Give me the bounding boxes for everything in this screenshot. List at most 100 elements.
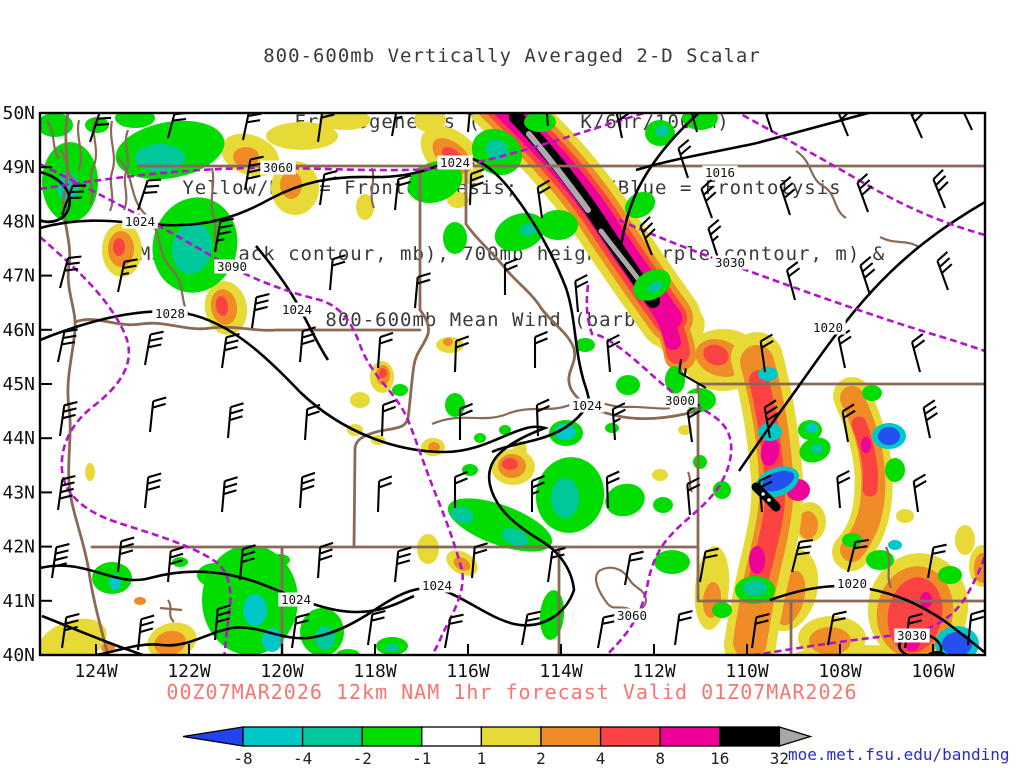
contour-label: 3060 [617, 608, 647, 623]
wind-barb [116, 258, 138, 293]
lat-label: 40N [2, 645, 35, 666]
wind-barb [137, 178, 162, 211]
wind-barb [966, 609, 985, 646]
colorbar-segment [361, 726, 423, 747]
wind-barb [611, 402, 626, 441]
wind-barb [673, 609, 693, 646]
wind-barb [922, 399, 939, 439]
lat-label: 49N [2, 157, 35, 178]
wind-barb [290, 612, 310, 649]
axis-labels: 50N 49N 48N 47N 46N 45N 44N 43N 42N 41N 40N 124W 122… [2, 103, 954, 682]
wind-barb [393, 174, 412, 211]
plot-title-line-1: 800-600mb Vertically Averaged 2-D Scalar [263, 45, 761, 67]
contour-label: 1024 [281, 592, 311, 607]
wind-barb [316, 541, 334, 579]
colorbar-segment [659, 726, 721, 747]
colorbar-tick-label: 2 [536, 749, 546, 768]
wind-barb [50, 542, 70, 579]
wind-barb [61, 184, 87, 216]
wind-barb [615, 113, 631, 139]
wind-barb [536, 179, 551, 219]
wind-barb [846, 538, 870, 573]
wind-barb [468, 168, 485, 206]
wind-barb [148, 396, 167, 433]
wind-barb [316, 113, 335, 143]
colorbar-tick-label: -8 [233, 749, 252, 768]
wind-barb [166, 113, 188, 139]
contour-labels: 1024 1024 1016 1028 1024 1020 1024 1024 1024 1020… [122, 155, 930, 643]
contour-label-chip [712, 255, 748, 270]
lat-label: 43N [2, 482, 35, 503]
contour-label-chip [152, 306, 188, 321]
lon-label: 114W [539, 661, 583, 682]
colorbar-segment [242, 726, 304, 747]
wind-barb [535, 398, 550, 437]
wind-barb [836, 470, 851, 509]
wind-barb [380, 399, 397, 437]
wind-barb [520, 610, 541, 646]
wind-barb [623, 550, 644, 586]
contour-label: 1016 [705, 165, 735, 180]
wind-barb [220, 476, 238, 513]
wind-barb [89, 113, 112, 143]
colorbar-tick-label: -2 [353, 749, 372, 768]
contour-label-chip [894, 628, 930, 643]
wind-barb [453, 470, 468, 508]
colorbar-segment [480, 726, 542, 747]
wind-barb [376, 475, 393, 513]
lon-label: 120W [260, 661, 304, 682]
wind-barb [318, 169, 338, 206]
wind-barb [707, 218, 722, 259]
credit-link[interactable]: moe.met.fsu.edu/banding [788, 745, 1010, 764]
wind-barb [926, 543, 947, 579]
contour-label: 1020 [813, 320, 843, 335]
wind-barb [376, 331, 394, 369]
colorbar: -8 -4 -2 -1 1 2 4 8 16 32 [182, 726, 813, 768]
wind-barb [503, 257, 518, 295]
contour-label-chip [279, 302, 315, 317]
lat-label: 47N [2, 266, 35, 287]
lat-label: 50N [2, 103, 35, 124]
wind-barb [143, 330, 164, 366]
lat-label: 42N [2, 537, 35, 558]
wind-barb [166, 546, 184, 583]
contour-label-chip [122, 214, 158, 229]
wind-barb [390, 113, 403, 137]
wind-barbs-layer [50, 113, 985, 651]
wind-barb [759, 333, 774, 373]
wind-barb [605, 470, 620, 509]
wind-barb [56, 474, 76, 511]
wind-barb [220, 332, 240, 369]
wind-barb [826, 610, 847, 646]
plot-title-line-5: 800-600mb Mean Wind (barb, kt) [325, 309, 699, 331]
wind-barb [690, 113, 699, 133]
contour-label-chip [702, 165, 738, 180]
colorbar-tick-label: -1 [412, 749, 431, 768]
axis-ticks [40, 112, 934, 656]
lat-label: 46N [2, 320, 35, 341]
wind-barb [785, 261, 801, 301]
contour-label: 3030 [715, 255, 745, 270]
wind-barb [56, 328, 78, 363]
colorbar-tick-label: -4 [293, 749, 312, 768]
wind-barb [453, 335, 470, 373]
contour-label: 1024 [125, 214, 155, 229]
wind-barb [750, 612, 770, 649]
wind-barb [837, 329, 852, 369]
wind-barb [936, 251, 953, 291]
contour-label-chip [810, 320, 846, 335]
valid-time-caption: 00Z07MAR2026 12km NAM 1hr forecast Valid… [166, 680, 858, 704]
wind-barb [303, 403, 321, 441]
wind-barb [238, 544, 256, 581]
wind-barb [856, 173, 873, 213]
wind-barb [116, 536, 135, 573]
wind-barb [677, 138, 692, 179]
colorbar-arrow-high [778, 726, 813, 747]
wind-barb [60, 612, 80, 649]
wind-barb [700, 179, 717, 219]
wind-barb [909, 113, 925, 139]
wind-barb [779, 175, 796, 216]
contour-label-chip [662, 393, 698, 408]
lat-label: 41N [2, 591, 35, 612]
